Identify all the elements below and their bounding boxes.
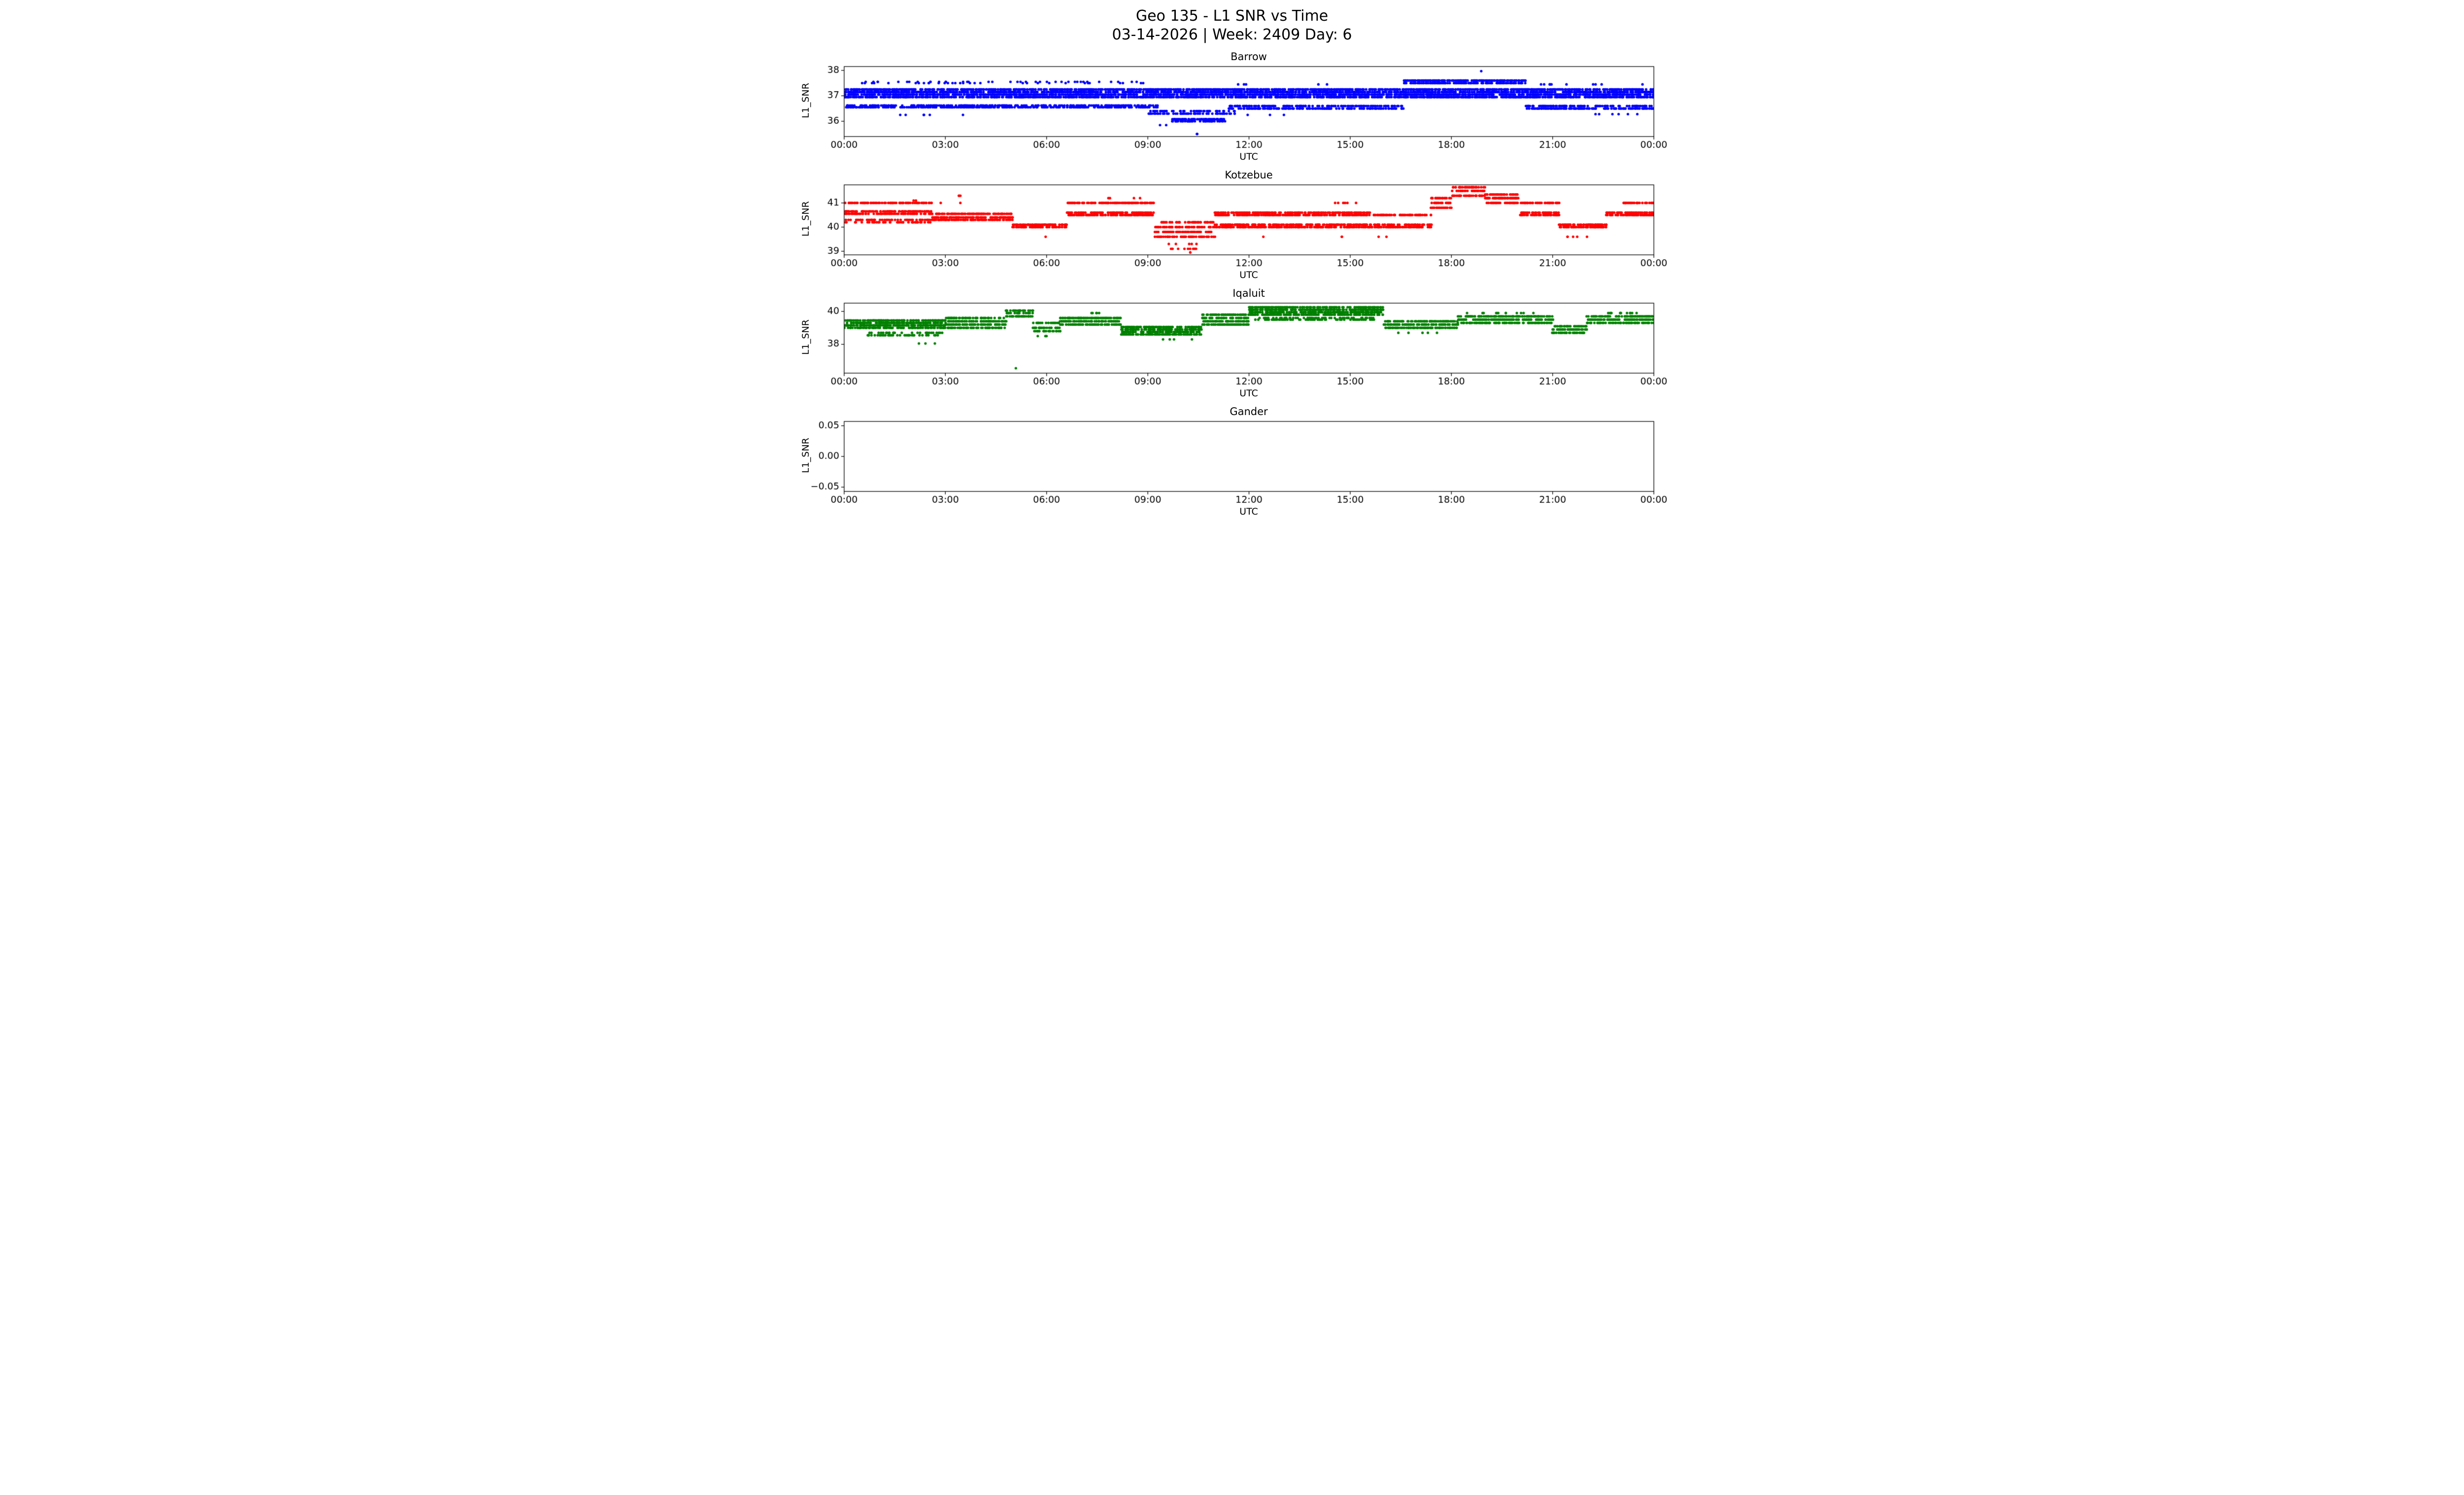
subplot-iqaluit: Iqaluit L1_SNR UTC	[794, 286, 1670, 400]
kotzebue-scatter-canvas	[794, 181, 1670, 270]
subplot-gander: Gander L1_SNR UTC	[794, 405, 1670, 518]
subplot-title-iqaluit: Iqaluit	[1232, 287, 1265, 299]
figure-title: Geo 135 - L1 SNR vs Time 03-14-2026 | We…	[795, 7, 1670, 45]
gander-scatter-canvas	[794, 418, 1670, 506]
y-axis-label-barrow: L1_SNR	[800, 82, 811, 118]
figure: Geo 135 - L1 SNR vs Time 03-14-2026 | We…	[794, 0, 1670, 518]
figure-title-line1: Geo 135 - L1 SNR vs Time	[1135, 7, 1329, 25]
barrow-scatter-canvas	[794, 63, 1670, 151]
subplot-title-barrow: Barrow	[1231, 50, 1267, 63]
subplot-barrow: Barrow L1_SNR UTC	[794, 50, 1670, 163]
y-axis-label-kotzebue: L1_SNR	[800, 201, 811, 237]
iqaluit-scatter-canvas	[794, 300, 1670, 388]
x-axis-label-iqaluit: UTC	[1239, 387, 1258, 399]
subplot-title-kotzebue: Kotzebue	[1225, 169, 1273, 181]
subplot-kotzebue: Kotzebue L1_SNR UTC	[794, 168, 1670, 281]
x-axis-label-kotzebue: UTC	[1239, 269, 1258, 280]
subplot-title-gander: Gander	[1230, 405, 1268, 417]
figure-title-line2: 03-14-2026 | Week: 2409 Day: 6	[1112, 26, 1352, 44]
x-axis-label-barrow: UTC	[1239, 151, 1258, 162]
x-axis-label-gander: UTC	[1239, 506, 1258, 517]
y-axis-label-iqaluit: L1_SNR	[800, 319, 811, 355]
y-axis-label-gander: L1_SNR	[800, 437, 811, 473]
